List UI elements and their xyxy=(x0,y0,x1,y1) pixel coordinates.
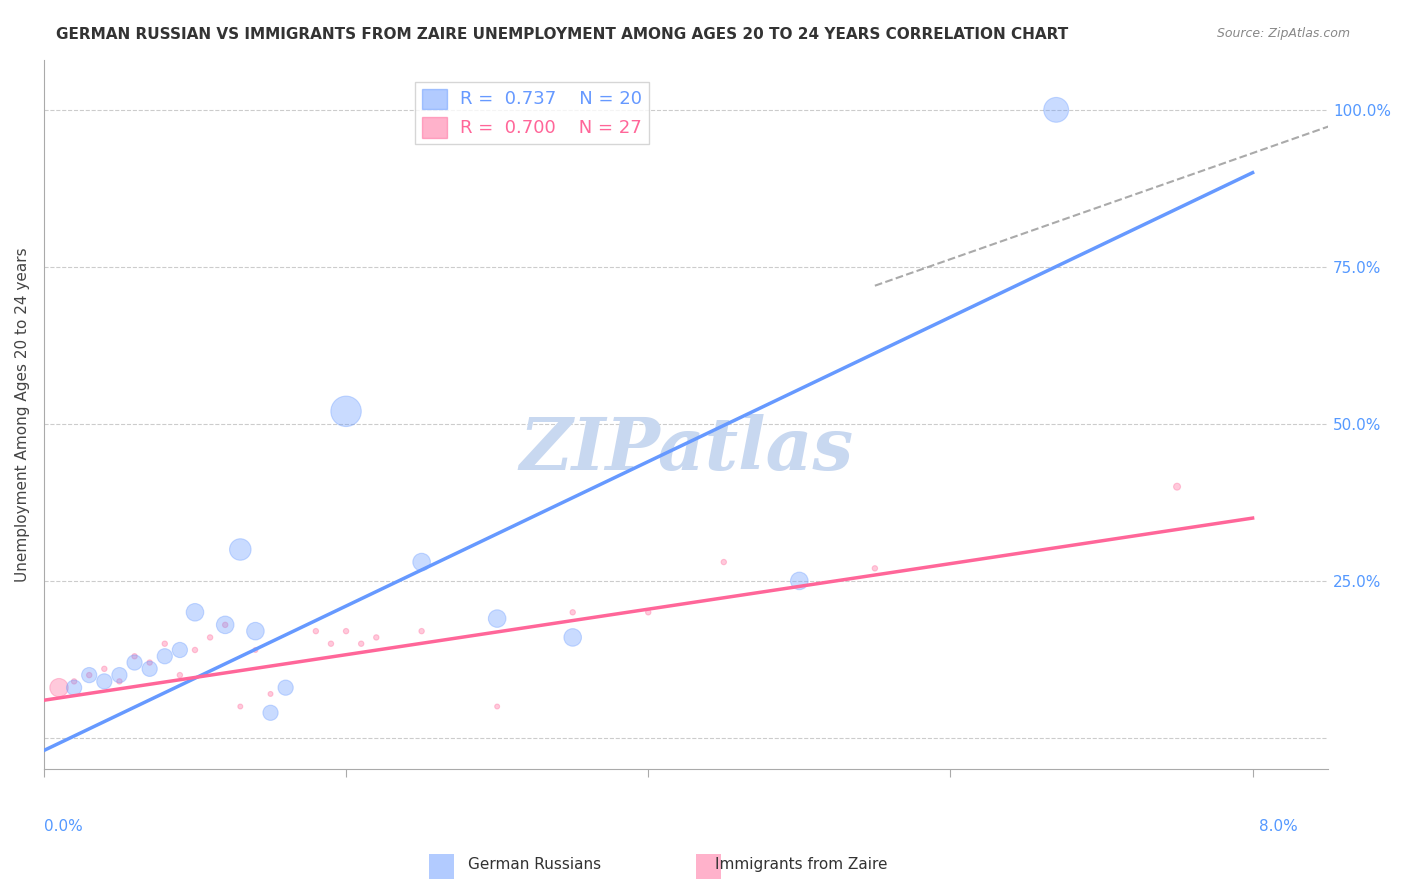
Point xyxy=(335,404,357,418)
Point xyxy=(124,649,146,664)
Point xyxy=(245,643,267,657)
Point xyxy=(77,668,100,682)
Point xyxy=(561,631,583,645)
Point xyxy=(1045,103,1067,117)
Point xyxy=(713,555,735,569)
Point xyxy=(486,699,509,714)
Point xyxy=(411,624,433,639)
Text: ZIPatlas: ZIPatlas xyxy=(519,415,853,485)
Point xyxy=(77,668,100,682)
Point xyxy=(350,637,373,651)
Point xyxy=(214,618,236,632)
Text: GERMAN RUSSIAN VS IMMIGRANTS FROM ZAIRE UNEMPLOYMENT AMONG AGES 20 TO 24 YEARS C: GERMAN RUSSIAN VS IMMIGRANTS FROM ZAIRE … xyxy=(56,27,1069,42)
Point xyxy=(184,605,207,619)
Point xyxy=(124,656,146,670)
Point xyxy=(229,699,252,714)
Point xyxy=(561,605,583,619)
Text: 0.0%: 0.0% xyxy=(44,819,83,834)
Point xyxy=(198,631,221,645)
Point xyxy=(259,706,281,720)
Point xyxy=(789,574,811,588)
Text: 8.0%: 8.0% xyxy=(1260,819,1298,834)
Point xyxy=(63,681,86,695)
Point xyxy=(863,561,886,575)
Point xyxy=(108,674,131,689)
Point xyxy=(108,668,131,682)
Point xyxy=(245,624,267,639)
Point xyxy=(366,631,388,645)
Point xyxy=(274,681,297,695)
Point xyxy=(637,605,659,619)
Point xyxy=(93,674,115,689)
Text: Source: ZipAtlas.com: Source: ZipAtlas.com xyxy=(1216,27,1350,40)
Point xyxy=(138,662,160,676)
Point xyxy=(411,555,433,569)
Legend: R =  0.737    N = 20, R =  0.700    N = 27: R = 0.737 N = 20, R = 0.700 N = 27 xyxy=(415,82,648,145)
Text: Immigrants from Zaire: Immigrants from Zaire xyxy=(716,857,887,872)
Point xyxy=(93,662,115,676)
Text: German Russians: German Russians xyxy=(468,857,600,872)
Point xyxy=(184,643,207,657)
Point xyxy=(259,687,281,701)
Point xyxy=(138,656,160,670)
Point xyxy=(214,618,236,632)
Point xyxy=(169,668,191,682)
Point xyxy=(153,637,176,651)
Y-axis label: Unemployment Among Ages 20 to 24 years: Unemployment Among Ages 20 to 24 years xyxy=(15,247,30,582)
Point xyxy=(153,649,176,664)
Point xyxy=(48,681,70,695)
Point xyxy=(305,624,328,639)
Point xyxy=(1166,480,1188,494)
Point xyxy=(335,624,357,639)
Point xyxy=(486,611,509,625)
Point xyxy=(229,542,252,557)
Point xyxy=(63,674,86,689)
Point xyxy=(319,637,342,651)
Point xyxy=(169,643,191,657)
